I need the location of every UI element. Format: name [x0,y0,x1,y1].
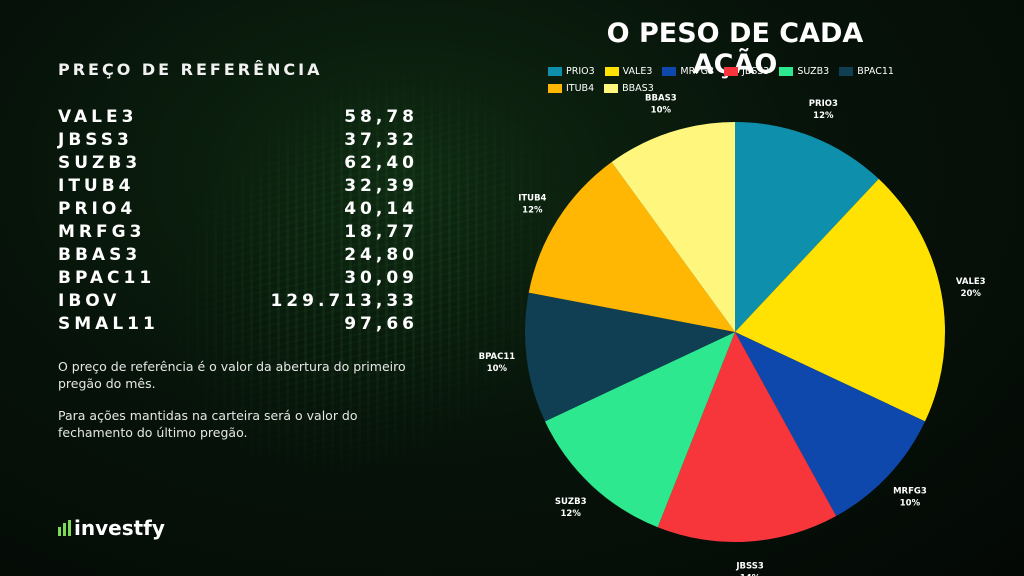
reference-title: PREÇO DE REFERÊNCIA [58,60,323,79]
price-value: 37,32 [344,129,418,150]
brand-name: investfy [74,516,165,540]
legend-swatch [548,84,562,93]
legend-swatch [604,67,619,76]
price-row: BPAC11 30,09 [58,267,418,290]
price-value: 24,80 [344,245,418,266]
legend-swatch [839,67,854,76]
reference-note-1: O preço de referência é o valor da abert… [58,358,406,391]
legend-swatch [604,84,619,93]
legend-label: SUZB3 [797,66,830,77]
price-ticker: SMAL11 [58,314,159,335]
legend-label: ITUB4 [566,83,595,94]
legend-swatch [662,67,677,76]
reference-panel: PREÇO DE REFERÊNCIA VALE3 58,78 JBSS3 37,32… [58,60,418,441]
legend-item: ITUB4 [548,83,594,94]
pie-slice-jbss3 [657,332,837,542]
pie-slice-bpac11 [525,292,735,422]
slice-label-name: SUZB3 [555,497,587,507]
price-value: 129.713,33 [270,291,418,312]
price-row: BBAS3 24,80 [58,244,418,267]
price-ticker: BPAC11 [58,268,156,289]
slice-label-name: BPAC11 [479,352,516,362]
chart-legend: PRIO3 VALE3 MRFG3 JBSS3 SUZB3 BPAC11 ITUB4 BBAS… [548,66,948,94]
pie-slice-bbas3 [611,122,735,332]
slice-label-name: PRIO3 [809,99,838,109]
price-ticker: VALE3 [58,106,138,127]
legend-swatch [548,67,562,76]
slice-label-name: MRFG3 [893,486,927,496]
price-ticker: SUZB3 [58,152,142,173]
price-ticker: IBOV [58,291,121,312]
price-row: IBOV 129.713,33 [58,290,418,313]
reference-note-2: Para ações mantidas na carteira será o v… [58,407,358,440]
pie-slice-suzb3 [544,332,735,528]
legend-item: SUZB3 [779,66,829,77]
slice-label-value: 20% [961,289,982,299]
legend-label: VALE3 [622,66,653,77]
price-ticker: PRIO4 [58,198,137,219]
price-ticker: MRFG3 [58,222,146,243]
logo-bars-icon [58,520,71,536]
slice-label-name: VALE3 [956,277,986,287]
slice-label-name: JBSS3 [735,562,764,572]
slice-label-value: 10% [487,364,508,374]
slice-label-value: 12% [522,205,543,215]
legend-label: JBSS3 [742,66,770,77]
price-value: 18,77 [344,222,418,243]
price-ticker: ITUB4 [58,175,135,196]
legend-item: BBAS3 [604,83,654,94]
legend-swatch [779,67,794,76]
price-value: 32,39 [344,175,418,196]
slice-label-value: 12% [813,111,834,121]
price-row: PRIO4 40,14 [58,197,418,220]
legend-item: BPAC11 [839,66,894,77]
slice-label-name: ITUB4 [518,193,546,203]
price-row: ITUB4 32,39 [58,174,418,197]
price-value: 40,14 [344,198,418,219]
price-ticker: BBAS3 [58,245,142,266]
legend-swatch [724,67,739,76]
price-value: 30,09 [344,268,418,289]
pie-slice-itub4 [528,162,735,332]
legend-item: VALE3 [604,66,653,77]
pie-slice-prio3 [735,122,879,332]
legend-label: PRIO3 [566,66,595,77]
price-row: JBSS3 37,32 [58,128,418,151]
slice-label-value: 12% [561,509,582,519]
price-list: VALE3 58,78 JBSS3 37,32 SUZB3 62,40 ITUB4 32,39… [58,105,418,336]
pie-slice-vale3 [735,178,945,422]
legend-item: PRIO3 [548,66,595,77]
price-row: VALE3 58,78 [58,105,418,128]
legend-label: MRFG3 [680,66,715,77]
legend-item: MRFG3 [662,66,714,77]
brand-logo: investfy [58,516,165,540]
slice-label-value: 14% [740,574,761,576]
price-ticker: JBSS3 [58,129,133,150]
legend-label: BPAC11 [857,66,894,77]
price-value: 62,40 [344,152,418,173]
price-value: 58,78 [344,106,418,127]
slice-label-value: 10% [651,106,672,116]
price-value: 97,66 [344,314,418,335]
price-row: MRFG3 18,77 [58,220,418,243]
price-row: SUZB3 62,40 [58,151,418,174]
legend-item: JBSS3 [724,66,769,77]
slice-label-name: BBAS3 [645,94,677,104]
price-row: SMAL11 97,66 [58,313,418,336]
legend-label: BBAS3 [622,83,654,94]
pie-slice-mrfg3 [735,332,926,517]
slice-label-value: 10% [900,498,921,508]
